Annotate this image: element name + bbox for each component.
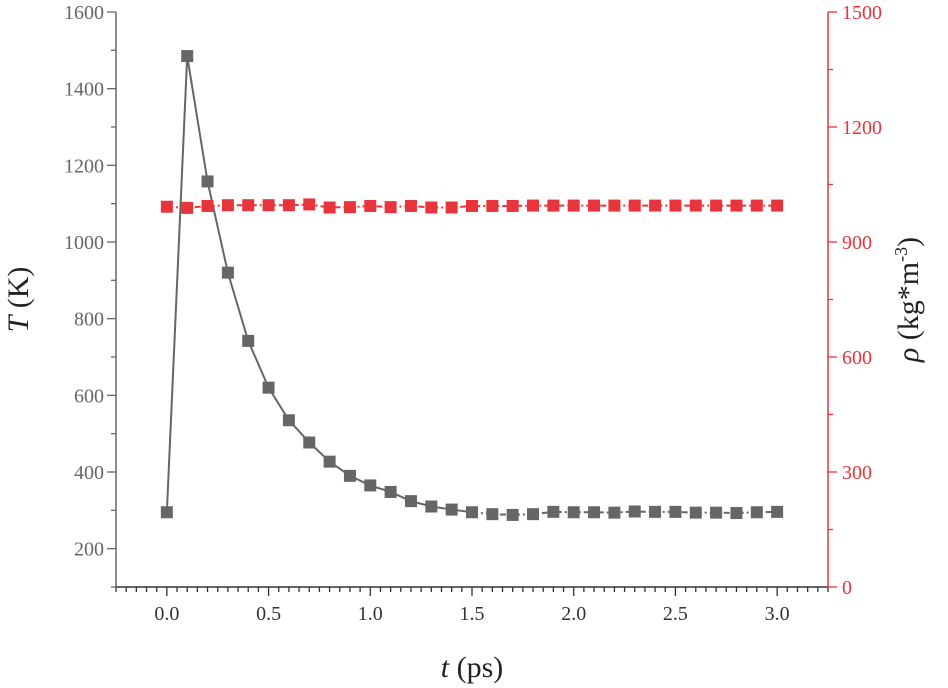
density-marker bbox=[750, 199, 763, 212]
temperature-marker bbox=[221, 266, 234, 279]
left-y-axis-title: T (K) bbox=[2, 267, 35, 333]
temperature-line-dashdot bbox=[471, 510, 778, 516]
temperature-marker bbox=[506, 508, 519, 521]
left-tick-label: 1200 bbox=[64, 155, 104, 177]
temperature-marker bbox=[466, 506, 478, 519]
temperature-marker bbox=[486, 508, 499, 521]
density-marker bbox=[425, 201, 438, 214]
temperature-marker bbox=[242, 334, 255, 347]
density-marker bbox=[160, 200, 173, 213]
density-marker bbox=[649, 199, 662, 212]
temperature-marker bbox=[160, 506, 173, 519]
density-marker bbox=[567, 199, 580, 212]
density-marker bbox=[262, 199, 275, 212]
temperature-marker bbox=[689, 506, 702, 519]
temperature-marker bbox=[588, 506, 601, 519]
temperature-marker bbox=[425, 500, 438, 513]
density-marker bbox=[445, 201, 458, 214]
density-marker bbox=[242, 199, 255, 212]
x-tick-label: 1.0 bbox=[358, 603, 383, 625]
x-axis-title: t (ps) bbox=[441, 651, 504, 684]
density-marker bbox=[506, 199, 519, 212]
density-marker bbox=[547, 199, 560, 212]
right-tick-label: 600 bbox=[842, 347, 872, 369]
density-marker bbox=[404, 199, 417, 212]
density-marker bbox=[384, 201, 397, 214]
temperature-marker bbox=[547, 505, 560, 518]
density-marker bbox=[628, 199, 641, 212]
temperature-marker bbox=[527, 508, 540, 521]
temperature-marker bbox=[750, 506, 763, 519]
temperature-marker bbox=[201, 175, 214, 188]
left-tick-label: 1600 bbox=[64, 2, 104, 24]
density-marker bbox=[181, 201, 194, 214]
density-marker bbox=[221, 199, 234, 212]
left-tick-label: 400 bbox=[74, 462, 104, 484]
temperature-marker bbox=[181, 50, 194, 63]
temperature-marker bbox=[445, 503, 458, 516]
temperature-marker bbox=[282, 414, 295, 427]
density-marker bbox=[303, 198, 316, 211]
density-marker bbox=[527, 199, 540, 212]
density-marker bbox=[364, 199, 377, 212]
series-layer bbox=[160, 50, 784, 521]
density-marker bbox=[608, 199, 621, 212]
temperature-marker bbox=[262, 381, 275, 394]
density-marker bbox=[343, 201, 356, 214]
temperature-marker bbox=[343, 469, 356, 482]
temperature-marker bbox=[730, 507, 743, 520]
x-tick-label: 2.0 bbox=[561, 603, 586, 625]
density-marker bbox=[282, 199, 295, 212]
axes: 0.0 0.5 1.0 1.5 2.0 2.5 3.0 200 400 600 800 1000 120… bbox=[64, 2, 882, 625]
right-tick-label: 1500 bbox=[842, 2, 882, 24]
temperature-marker bbox=[608, 506, 621, 519]
temperature-marker bbox=[323, 455, 336, 468]
temperature-marker bbox=[303, 436, 316, 449]
left-tick-label: 1000 bbox=[64, 232, 104, 254]
right-tick-label: 300 bbox=[842, 462, 872, 484]
x-tick-label: 1.5 bbox=[460, 603, 485, 625]
right-tick-label: 900 bbox=[842, 232, 872, 254]
temperature-marker bbox=[364, 479, 377, 492]
x-tick-label: 3.0 bbox=[765, 603, 790, 625]
left-tick-label: 200 bbox=[74, 539, 104, 561]
x-tick-label: 0.0 bbox=[154, 603, 179, 625]
temperature-marker bbox=[404, 495, 417, 508]
temperature-marker bbox=[384, 485, 397, 498]
density-marker bbox=[466, 199, 478, 212]
left-tick-label: 600 bbox=[74, 385, 104, 407]
density-marker bbox=[588, 199, 601, 212]
density-marker bbox=[771, 199, 784, 212]
temperature-marker bbox=[567, 506, 580, 519]
density-marker bbox=[323, 201, 336, 214]
temperature-marker bbox=[669, 505, 682, 518]
left-tick-label: 800 bbox=[74, 309, 104, 331]
left-tick-label: 1400 bbox=[64, 79, 104, 101]
x-tick-label: 2.5 bbox=[663, 603, 688, 625]
density-marker bbox=[486, 199, 499, 212]
right-tick-label: 0 bbox=[842, 577, 852, 599]
density-marker bbox=[201, 199, 214, 212]
right-y-axis-title: ρ (kg*m-3) bbox=[891, 237, 925, 363]
temperature-marker bbox=[710, 506, 723, 519]
density-marker bbox=[710, 199, 723, 212]
density-marker bbox=[669, 199, 682, 212]
x-tick-label: 0.5 bbox=[256, 603, 281, 625]
density-marker bbox=[730, 199, 743, 212]
temperature-marker bbox=[628, 505, 641, 518]
temperature-marker bbox=[649, 505, 662, 518]
temperature-marker bbox=[771, 505, 784, 518]
right-tick-label: 1200 bbox=[842, 117, 882, 139]
density-marker bbox=[689, 199, 702, 212]
temperature-line bbox=[165, 55, 473, 514]
